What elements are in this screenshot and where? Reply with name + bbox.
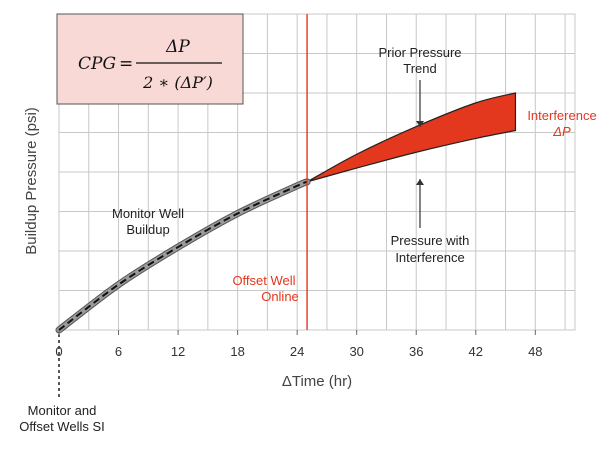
x-tick-label: 42 [469, 344, 483, 359]
label-trend: Trend [403, 61, 436, 76]
buildup-band [56, 179, 310, 333]
x-tick-label: 24 [290, 344, 304, 359]
formula-equals: = [119, 54, 133, 74]
label-interference-red: Interference [527, 108, 596, 123]
label-offset-wells-si: Offset Wells SI [19, 419, 105, 434]
buildup-band-outline [55, 178, 311, 334]
buildup-dashed-line [58, 180, 308, 331]
x-axis-label: ΔTime (hr) [282, 373, 352, 390]
label-pressure-with: Pressure with [391, 233, 470, 248]
x-tick-label: 0 [55, 344, 62, 359]
formula-box: CPG = ΔP 2 ∗ (ΔP′) [56, 13, 244, 105]
label-prior-pressure: Prior Pressure [378, 45, 461, 60]
interference-area [306, 92, 517, 183]
label-monitor-and: Monitor and [28, 403, 97, 418]
x-tick-label: 6 [115, 344, 122, 359]
y-axis-label: Buildup Pressure (psi) [23, 107, 40, 255]
label-buildup: Buildup [126, 222, 169, 237]
annotations: Monitor Well Buildup Prior Pressure Tren… [19, 45, 596, 434]
formula-denominator: 2 ∗ (ΔP′) [142, 73, 213, 92]
x-tick-label: 18 [230, 344, 244, 359]
label-offset-well: Offset Well [232, 273, 295, 288]
formula-lhs: CPG [78, 54, 116, 74]
label-online: Online [261, 289, 299, 304]
label-monitor-well: Monitor Well [112, 206, 184, 221]
label-interference: Interference [395, 250, 464, 265]
plot-frame [58, 13, 576, 331]
plot-marks [55, 14, 517, 398]
axes: 0 6 12 18 24 30 36 42 48 [55, 330, 543, 359]
label-delta-p: ΔP [552, 124, 571, 139]
x-tick-label: 30 [349, 344, 363, 359]
x-tick-label: 48 [528, 344, 542, 359]
formula-numerator: ΔP [165, 37, 190, 57]
x-tick-label: 12 [171, 344, 185, 359]
arrow-prior-trend-head [416, 121, 424, 127]
arrow-interference-head [416, 179, 424, 185]
x-tick-label: 36 [409, 344, 423, 359]
